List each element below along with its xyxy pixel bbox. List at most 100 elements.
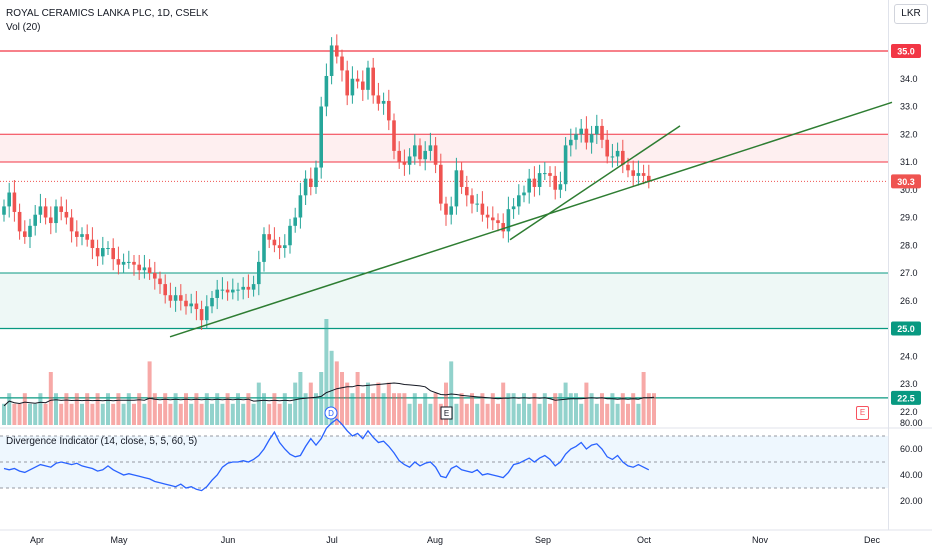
candle [64,211,69,218]
time-tick: Sep [535,535,551,545]
candle [257,261,261,285]
volume-bar [308,382,313,425]
volume-bar [158,403,162,425]
volume-bar [272,393,277,425]
volume-bar [251,403,256,425]
candle [23,231,27,237]
volume-bar [568,393,573,425]
price-badge-text: 30.3 [897,177,915,187]
currency-button[interactable]: LKR [894,4,928,24]
candle [532,178,537,187]
candle [205,306,209,321]
time-tick: Jul [326,535,338,545]
volume-bar [631,393,636,425]
candle [168,295,173,301]
candle [324,75,329,107]
zone-support [0,273,888,329]
candle [7,192,11,207]
candle [558,184,563,190]
candle [522,192,526,196]
volume-bar [282,393,287,425]
volume-bar [178,403,183,425]
volume-bar [324,319,329,425]
volume-bar [360,393,365,425]
volume-bar [95,393,100,425]
future-earnings-marker[interactable]: E [856,406,869,420]
candle [90,239,95,249]
price-tick: 34.0 [900,74,918,84]
candle [361,81,365,90]
volume-bar [345,382,350,425]
candle [423,150,427,160]
candle [600,125,604,140]
candle [158,278,162,285]
volume-bar [293,382,298,425]
candle [194,303,199,310]
indicator-label: Divergence Indicator (14, close, 5, 5, 6… [6,436,198,447]
candle [319,106,323,168]
volume-bar [225,393,230,425]
candle [641,173,646,176]
price-tick: 33.0 [900,102,918,112]
candle [38,206,43,215]
volume-bar [589,393,594,425]
volume-bar [230,403,235,425]
candle [121,261,126,265]
volume-label: Vol (20) [6,22,41,33]
time-tick: May [110,535,128,545]
candle [340,56,344,71]
trendlines[interactable] [169,101,893,338]
candle [480,203,485,215]
candle [111,248,115,260]
volume-bar [418,403,422,425]
candle [355,78,360,82]
volume-ma-line [3,382,655,407]
candle [465,186,469,196]
indicator-tick: 80.00 [900,418,923,428]
volume-bar [340,372,344,425]
candle [147,267,152,273]
volume-bar [610,393,615,425]
candle [454,170,459,207]
candle [189,303,193,307]
volume-bar [615,403,620,425]
candle [517,195,521,207]
candle [459,170,464,187]
candle [95,248,100,257]
volume-bar [80,403,84,425]
candle [647,175,651,182]
volume-bar [480,393,485,425]
candle [496,220,500,224]
volume-bar [511,393,516,425]
price-tick: 30.0 [900,185,918,195]
candle [137,264,141,271]
candle [350,78,355,96]
candle [345,70,349,96]
volume-bar [454,403,459,425]
volume-bar [350,393,355,425]
dividend-marker [324,406,338,420]
volume-bar [376,382,381,425]
candle [28,225,32,237]
candle [329,45,334,76]
price-tick: 22.0 [900,407,918,417]
price-tick: 27.0 [900,268,918,278]
volume-bar [262,393,266,425]
candle [231,289,235,293]
earnings-marker-label: E [444,409,449,418]
price-badge-30.3 [891,174,921,189]
price-tick: 24.0 [900,351,918,361]
volume-bar [132,403,136,425]
trendline [509,125,681,241]
grid [0,0,932,531]
candle [584,128,589,143]
candle [2,206,6,215]
volume-bar [548,403,552,425]
candle [621,150,625,165]
volume-bar [116,393,121,425]
candle [506,209,511,232]
candle [75,231,79,237]
divergence-indicator-pane [0,418,888,492]
candle [210,297,214,307]
